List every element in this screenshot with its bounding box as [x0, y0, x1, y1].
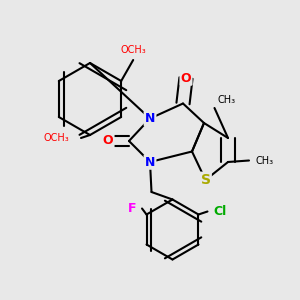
Text: S: S	[200, 173, 211, 187]
Text: O: O	[181, 71, 191, 85]
Text: O: O	[103, 134, 113, 148]
Text: N: N	[145, 155, 155, 169]
Text: CH₃: CH₃	[218, 95, 236, 105]
Text: N: N	[145, 112, 155, 125]
Text: OCH₃: OCH₃	[43, 133, 69, 143]
Text: OCH₃: OCH₃	[120, 46, 146, 56]
Text: CH₃: CH₃	[255, 155, 273, 166]
Text: Cl: Cl	[214, 205, 227, 218]
Text: F: F	[128, 202, 136, 215]
